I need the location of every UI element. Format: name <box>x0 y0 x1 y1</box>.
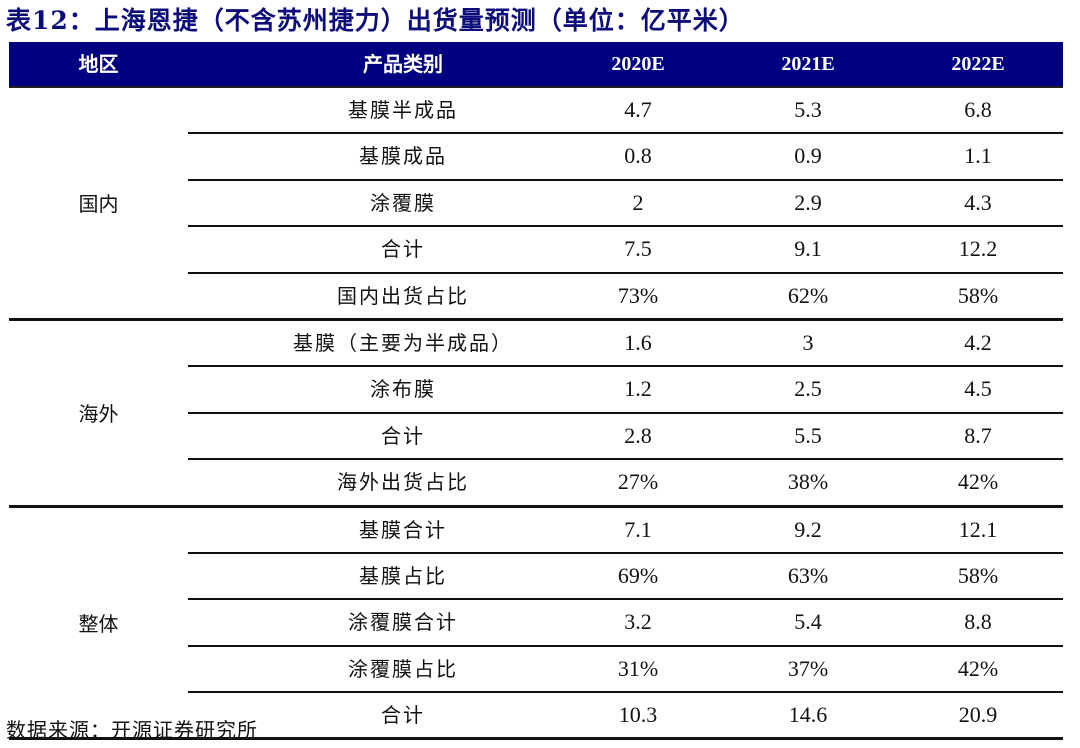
category-cell: 国内出货占比 <box>337 283 469 308</box>
value-cell: 3.2 <box>624 609 652 635</box>
value-cell: 9.1 <box>794 236 822 262</box>
value-cell: 6.8 <box>964 97 992 122</box>
table-row: 涂覆膜占比 31% 37% 42% <box>188 647 1063 694</box>
value-cell: 0.8 <box>624 143 652 169</box>
category-cell: 合计 <box>381 423 425 448</box>
value-cell: 0.9 <box>794 143 822 169</box>
value-cell: 63% <box>787 562 829 588</box>
table-row: 基膜成品 0.8 0.9 1.1 <box>188 134 1063 181</box>
value-cell: 8.8 <box>964 609 992 635</box>
section-overseas: 海外 基膜（主要为半成品） 1.6 3 4.2 涂布膜 1.2 2.5 4.5 … <box>9 321 1063 508</box>
value-cell: 7.1 <box>624 516 652 542</box>
value-cell: 10.3 <box>618 702 658 728</box>
table-row: 国内出货占比 73% 62% 58% <box>188 274 1063 318</box>
header-category: 产品类别 <box>363 52 443 76</box>
table-row: 合计 7.5 9.1 12.2 <box>188 227 1063 274</box>
value-cell: 1.2 <box>624 376 652 402</box>
table-row: 基膜占比 69% 63% 58% <box>188 554 1063 601</box>
header-year-2020: 2020E <box>611 53 665 75</box>
value-cell: 62% <box>787 282 829 308</box>
shipment-forecast-table: 地区 产品类别 2020E 2021E 2022E 国内 基膜半成品 4.7 5… <box>9 42 1063 741</box>
value-cell: 2.9 <box>794 189 822 215</box>
category-cell: 合计 <box>381 237 425 262</box>
value-cell: 4.3 <box>964 189 992 215</box>
value-cell: 12.2 <box>958 236 998 262</box>
section-overall: 整体 基膜合计 7.1 9.2 12.1 基膜占比 69% 63% 58% 涂覆… <box>9 508 1063 741</box>
value-cell: 4.7 <box>624 97 652 122</box>
value-cell: 5.3 <box>794 97 822 122</box>
table-row: 基膜（主要为半成品） 1.6 3 4.2 <box>188 321 1063 368</box>
table-row: 合计 10.3 14.6 20.9 <box>188 693 1063 737</box>
region-label: 国内 <box>78 192 119 217</box>
category-cell: 基膜合计 <box>359 517 447 542</box>
value-cell: 8.7 <box>964 422 992 448</box>
table-row: 基膜半成品 4.7 5.3 6.8 <box>188 88 1063 135</box>
header-year-2022: 2022E <box>951 53 1005 75</box>
category-cell: 涂覆膜占比 <box>348 656 458 681</box>
section-domestic: 国内 基膜半成品 4.7 5.3 6.8 基膜成品 0.8 0.9 1.1 涂覆… <box>9 88 1063 321</box>
value-cell: 58% <box>957 562 999 588</box>
value-cell: 31% <box>617 655 659 681</box>
table-row: 海外出货占比 27% 38% 42% <box>188 460 1063 504</box>
category-cell: 涂覆膜合计 <box>348 610 458 635</box>
table-row: 涂覆膜合计 3.2 5.4 8.8 <box>188 600 1063 647</box>
category-cell: 基膜（主要为半成品） <box>293 330 513 355</box>
value-cell: 42% <box>957 469 999 495</box>
region-label: 整体 <box>78 611 119 636</box>
table-row: 合计 2.8 5.5 8.7 <box>188 414 1063 461</box>
value-cell: 5.4 <box>794 609 822 635</box>
value-cell: 3 <box>802 329 814 355</box>
value-cell: 58% <box>957 282 999 308</box>
table-row: 涂布膜 1.2 2.5 4.5 <box>188 367 1063 414</box>
value-cell: 2.5 <box>794 376 822 402</box>
value-cell: 42% <box>957 655 999 681</box>
header-region: 地区 <box>78 52 119 76</box>
table-header: 地区 产品类别 2020E 2021E 2022E <box>9 42 1063 88</box>
value-cell: 73% <box>617 282 659 308</box>
value-cell: 37% <box>787 655 829 681</box>
category-cell: 海外出货占比 <box>337 470 469 495</box>
category-cell: 涂布膜 <box>370 377 436 402</box>
region-label: 海外 <box>78 402 119 427</box>
value-cell: 4.5 <box>964 376 992 402</box>
value-cell: 69% <box>617 562 659 588</box>
value-cell: 1.1 <box>964 143 992 169</box>
value-cell: 2.8 <box>624 422 652 448</box>
value-cell: 7.5 <box>624 236 652 262</box>
value-cell: 4.2 <box>964 329 992 355</box>
data-source-note: 数据来源：开源证券研究所 <box>6 718 258 742</box>
category-cell: 基膜占比 <box>359 563 447 588</box>
category-cell: 涂覆膜 <box>370 190 436 215</box>
value-cell: 5.5 <box>794 422 822 448</box>
table-row: 涂覆膜 2 2.9 4.3 <box>188 181 1063 228</box>
value-cell: 9.2 <box>794 516 822 542</box>
category-cell: 合计 <box>381 703 425 728</box>
value-cell: 1.6 <box>624 329 652 355</box>
header-year-2021: 2021E <box>781 53 835 75</box>
value-cell: 27% <box>617 469 659 495</box>
value-cell: 38% <box>787 469 829 495</box>
table-title: 表12：上海恩捷（不含苏州捷力）出货量预测（单位：亿平米） <box>6 6 745 35</box>
value-cell: 20.9 <box>958 702 998 728</box>
category-cell: 基膜成品 <box>359 144 447 169</box>
value-cell: 14.6 <box>788 702 828 728</box>
table-row: 基膜合计 7.1 9.2 12.1 <box>188 508 1063 554</box>
value-cell: 2 <box>632 189 644 215</box>
category-cell: 基膜半成品 <box>348 98 458 122</box>
value-cell: 12.1 <box>958 516 998 542</box>
